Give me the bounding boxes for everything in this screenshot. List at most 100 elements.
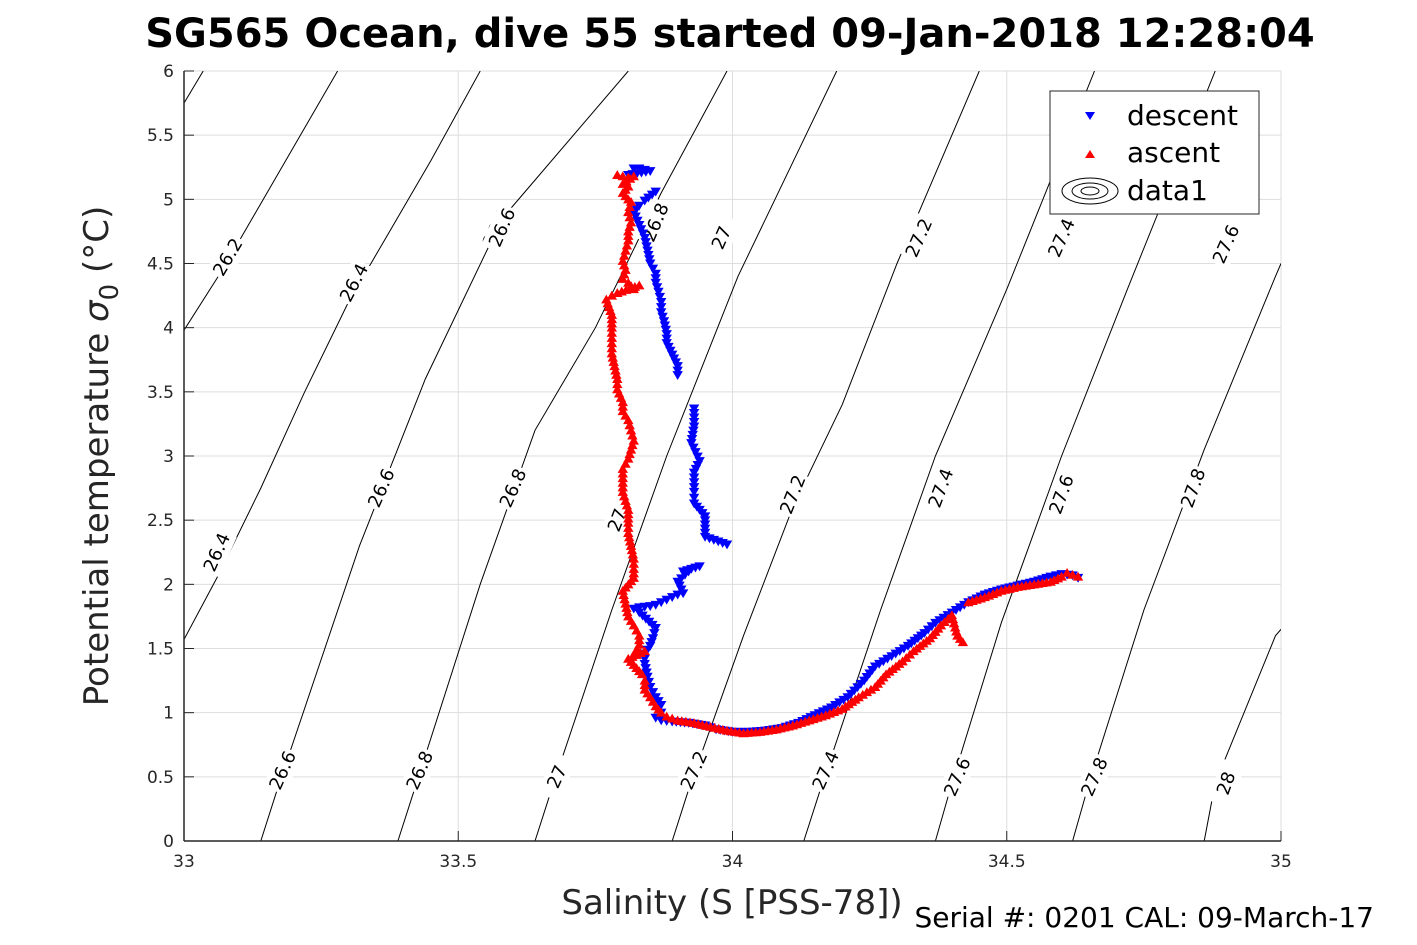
x-tick-label: 33	[173, 852, 195, 872]
descent-point	[688, 487, 700, 497]
contour-line-27-4	[803, 71, 1095, 841]
descent-point	[650, 269, 661, 279]
descent-point	[655, 700, 667, 710]
ascent-point	[1072, 571, 1084, 581]
ascent-point	[612, 288, 623, 298]
x-tick-label: 34	[722, 852, 744, 872]
descent-point	[672, 366, 683, 376]
descent-point	[641, 668, 652, 678]
contour-label-background	[1041, 212, 1082, 263]
ascent-point	[636, 669, 648, 679]
descent-point	[672, 362, 683, 372]
descent-point	[640, 238, 651, 247]
descent-point	[642, 246, 653, 256]
contour-label-background	[899, 212, 939, 263]
descent-point	[688, 468, 700, 478]
descent-point	[645, 259, 656, 269]
legend-label-descent: descent	[1127, 99, 1238, 132]
legend-marker-contour	[1061, 177, 1119, 205]
descent-point	[692, 452, 703, 462]
contour-label-background	[674, 745, 715, 796]
y-tick-label: 1	[163, 704, 174, 724]
legend-label-data1: data1	[1127, 174, 1208, 207]
y-tick-label: 0.5	[147, 768, 174, 788]
descent-point	[690, 448, 701, 457]
descent-point	[635, 225, 647, 235]
contour-line-28	[1203, 628, 1281, 841]
ascent-point	[1067, 569, 1078, 579]
contour-label-background	[537, 751, 577, 802]
x-tick-label: 35	[1270, 852, 1292, 872]
descent-point	[688, 404, 700, 414]
contour-label-background	[482, 202, 523, 253]
contour-label-background	[196, 527, 237, 578]
descent-point	[650, 278, 661, 288]
x-axis-ticks: 33 33.5 34 34.5 35	[173, 831, 1292, 872]
y-tick-label: 0	[163, 832, 174, 852]
contour-label-background	[1174, 463, 1212, 513]
y-tick-label: 1.5	[147, 640, 174, 660]
contour-label-background	[361, 463, 402, 514]
contour-label-background	[1206, 219, 1247, 270]
legend-marker-descent	[1085, 112, 1095, 120]
contour-label-background	[773, 469, 813, 520]
legend-box	[1049, 90, 1260, 215]
ascent-point	[661, 711, 672, 721]
y-tick-label: 5.5	[147, 126, 174, 146]
descent-point	[1045, 572, 1056, 582]
series-ascent	[601, 170, 1084, 738]
y-axis-label-main: Potential temperature	[77, 322, 117, 706]
y-tick-label: 5	[163, 190, 174, 210]
descent-point	[661, 330, 672, 339]
legend-marker-ascent	[1085, 150, 1095, 158]
y-tick-label: 2.5	[147, 511, 174, 531]
contour-label-background	[937, 751, 978, 802]
legend[interactable]: descent ascent data1	[1049, 90, 1260, 215]
x-tick-label: 33.5	[439, 852, 477, 872]
descent-point	[659, 321, 671, 331]
y-tick-label: 4.5	[147, 255, 174, 275]
contour-line-26-4	[184, 71, 481, 640]
y-tick-label: 6	[163, 62, 174, 82]
contour-label-background	[1207, 758, 1245, 809]
descent-point	[688, 483, 700, 492]
descent-point	[688, 413, 700, 423]
descent-point	[639, 233, 650, 243]
descent-point	[634, 220, 645, 230]
ascent-point	[655, 707, 667, 717]
contour-label-background	[262, 745, 303, 796]
contour-label-background	[701, 212, 742, 263]
descent-point	[630, 212, 641, 222]
y-tick-label: 3	[163, 447, 174, 467]
descent-point	[639, 659, 650, 669]
descent-point	[651, 283, 663, 293]
contour-label-background	[333, 257, 375, 308]
descent-point	[650, 274, 661, 284]
y-axis-label: Potential temperature σ0 (°C)	[77, 206, 125, 706]
contour-line-26-2	[184, 71, 204, 104]
y-axis-label-subscript: 0	[95, 284, 125, 301]
legend-label-ascent: ascent	[1127, 136, 1220, 169]
contour-label-background	[399, 745, 440, 796]
descent-point	[647, 264, 659, 274]
ascent-point	[617, 274, 628, 283]
y-tick-label: 3.5	[147, 383, 174, 403]
contour-label-background	[206, 232, 250, 283]
chart-title: SG565 Ocean, dive 55 started 09-Jan-2018…	[145, 11, 1314, 57]
data-series	[601, 164, 1084, 738]
descent-point	[672, 371, 683, 380]
descent-point	[658, 317, 670, 327]
descent-point	[688, 493, 700, 503]
descent-point	[640, 664, 651, 674]
descent-point	[655, 297, 667, 307]
contour-label-background	[805, 745, 846, 796]
x-axis-label: Salinity (S [PSS-78])	[561, 883, 902, 923]
descent-point	[655, 308, 667, 318]
contour-label-background	[1042, 469, 1081, 520]
contour-label-background	[493, 463, 534, 514]
y-axis-ticks: 0 0.5 1 1.5 2 2.5 3 3.5 4 4.5 5 5.5 6	[147, 62, 194, 852]
y-axis-label-unit: (°C)	[77, 206, 117, 284]
descent-point	[688, 417, 700, 427]
descent-point	[655, 303, 667, 312]
contour-label-background	[921, 463, 960, 513]
